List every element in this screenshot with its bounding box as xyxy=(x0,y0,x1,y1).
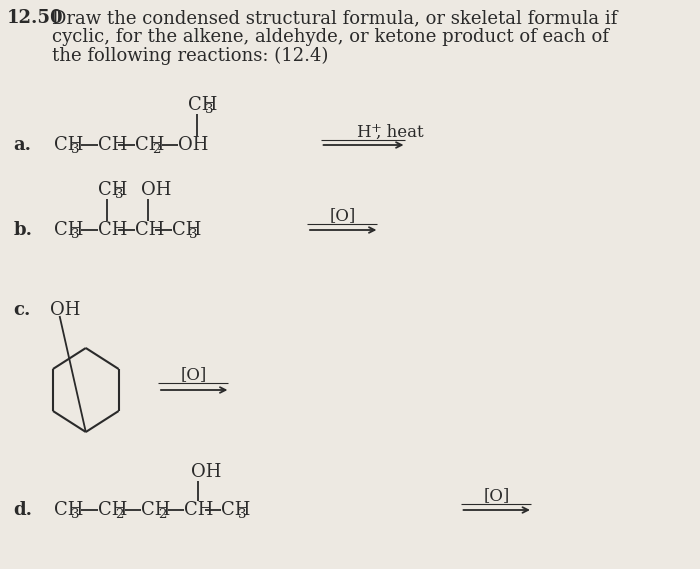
Text: d.: d. xyxy=(13,501,32,519)
Text: CH: CH xyxy=(134,136,164,154)
Text: OH: OH xyxy=(141,181,172,199)
Text: CH: CH xyxy=(221,501,251,519)
Text: CH: CH xyxy=(54,221,83,239)
Text: CH: CH xyxy=(97,136,127,154)
Text: [O]: [O] xyxy=(330,208,356,225)
Text: CH: CH xyxy=(141,501,170,519)
Text: CH: CH xyxy=(54,136,83,154)
Text: OH: OH xyxy=(178,136,209,154)
Text: Draw the condensed structural formula, or skeletal formula if: Draw the condensed structural formula, o… xyxy=(52,9,618,27)
Text: 2: 2 xyxy=(158,508,167,521)
Text: , heat: , heat xyxy=(376,123,424,141)
Text: [O]: [O] xyxy=(181,366,207,384)
Text: a.: a. xyxy=(13,136,32,154)
Text: 3: 3 xyxy=(71,228,80,241)
Text: CH: CH xyxy=(134,221,164,239)
Text: 12.50: 12.50 xyxy=(7,9,64,27)
Text: CH: CH xyxy=(188,96,217,114)
Text: CH: CH xyxy=(97,221,127,239)
Text: 3: 3 xyxy=(239,508,247,521)
Text: 3: 3 xyxy=(205,102,214,116)
Text: CH: CH xyxy=(54,501,83,519)
Text: [O]: [O] xyxy=(484,488,510,505)
Text: the following reactions: (12.4): the following reactions: (12.4) xyxy=(52,47,329,65)
Text: H: H xyxy=(356,123,370,141)
Text: CH: CH xyxy=(172,221,201,239)
Text: b.: b. xyxy=(13,221,32,239)
Text: 2: 2 xyxy=(115,508,123,521)
Text: 3: 3 xyxy=(115,188,123,200)
Text: 3: 3 xyxy=(71,142,80,155)
Text: OH: OH xyxy=(190,463,221,481)
Text: 2: 2 xyxy=(152,142,160,155)
Text: cyclic, for the alkene, aldehyde, or ketone product of each of: cyclic, for the alkene, aldehyde, or ket… xyxy=(52,28,609,46)
Text: +: + xyxy=(370,122,382,134)
Text: 3: 3 xyxy=(189,228,197,241)
Text: CH: CH xyxy=(97,501,127,519)
Text: CH: CH xyxy=(184,501,213,519)
Text: c.: c. xyxy=(13,301,31,319)
Text: CH: CH xyxy=(97,181,127,199)
Text: 3: 3 xyxy=(71,508,80,521)
Text: OH: OH xyxy=(50,301,80,319)
